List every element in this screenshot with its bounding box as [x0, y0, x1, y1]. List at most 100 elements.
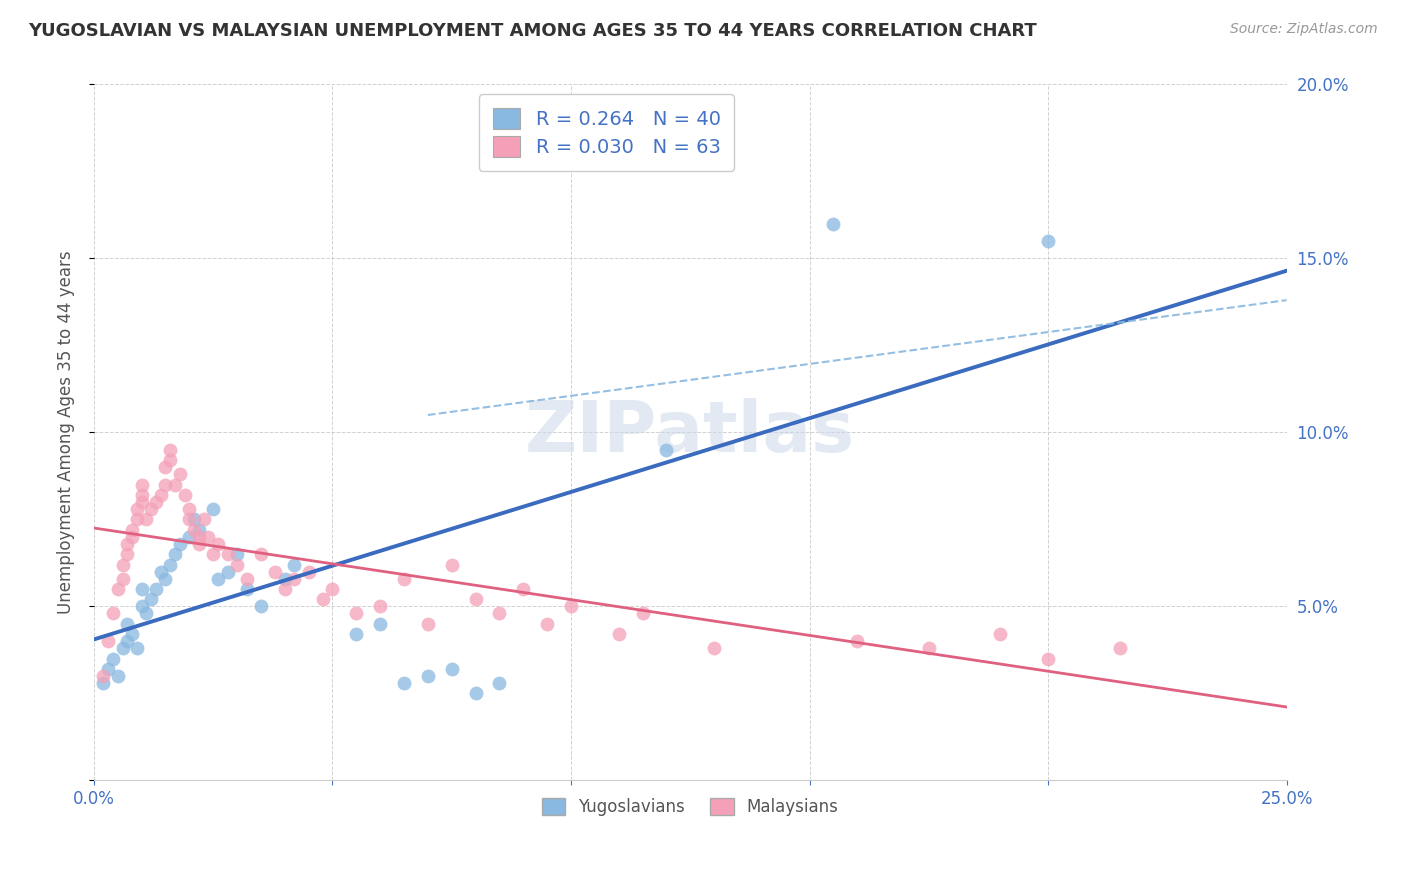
Point: [512, 582, 534, 596]
Point: [488, 607, 510, 621]
Point: [846, 634, 869, 648]
Point: [536, 616, 558, 631]
Point: [121, 523, 143, 537]
Point: [560, 599, 582, 614]
Point: [111, 641, 134, 656]
Point: [344, 627, 367, 641]
Point: [159, 558, 181, 572]
Text: Source: ZipAtlas.com: Source: ZipAtlas.com: [1230, 22, 1378, 37]
Point: [416, 616, 439, 631]
Point: [416, 669, 439, 683]
Point: [297, 565, 319, 579]
Point: [226, 547, 249, 561]
Point: [179, 530, 201, 544]
Point: [111, 572, 134, 586]
Point: [169, 467, 191, 482]
Point: [193, 512, 215, 526]
Point: [145, 582, 167, 596]
Point: [250, 599, 273, 614]
Point: [274, 582, 297, 596]
Point: [101, 607, 124, 621]
Point: [149, 565, 172, 579]
Point: [97, 662, 120, 676]
Point: [202, 502, 225, 516]
Point: [159, 442, 181, 457]
Point: [97, 634, 120, 648]
Point: [392, 572, 415, 586]
Point: [155, 477, 177, 491]
Point: [217, 547, 239, 561]
Text: ZIPatlas: ZIPatlas: [526, 398, 855, 467]
Point: [283, 572, 305, 586]
Point: [235, 582, 257, 596]
Point: [274, 572, 297, 586]
Point: [368, 599, 391, 614]
Point: [464, 686, 486, 700]
Point: [703, 641, 725, 656]
Point: [125, 512, 148, 526]
Point: [1036, 651, 1059, 665]
Point: [111, 558, 134, 572]
Point: [135, 607, 157, 621]
Point: [823, 217, 845, 231]
Point: [131, 582, 153, 596]
Point: [125, 641, 148, 656]
Point: [264, 565, 287, 579]
Point: [440, 662, 463, 676]
Point: [312, 592, 335, 607]
Point: [121, 530, 143, 544]
Point: [368, 616, 391, 631]
Point: [197, 530, 219, 544]
Point: [163, 477, 186, 491]
Point: [631, 607, 654, 621]
Point: [179, 512, 201, 526]
Point: [187, 530, 209, 544]
Point: [107, 669, 129, 683]
Point: [1108, 641, 1130, 656]
Point: [183, 512, 205, 526]
Point: [488, 676, 510, 690]
Point: [250, 547, 273, 561]
Point: [187, 537, 209, 551]
Point: [121, 627, 143, 641]
Point: [217, 565, 239, 579]
Text: YUGOSLAVIAN VS MALAYSIAN UNEMPLOYMENT AMONG AGES 35 TO 44 YEARS CORRELATION CHAR: YUGOSLAVIAN VS MALAYSIAN UNEMPLOYMENT AM…: [28, 22, 1036, 40]
Point: [163, 547, 186, 561]
Point: [1036, 234, 1059, 248]
Point: [321, 582, 343, 596]
Point: [117, 634, 139, 648]
Point: [988, 627, 1011, 641]
Point: [155, 460, 177, 475]
Point: [125, 502, 148, 516]
Point: [655, 442, 678, 457]
Point: [283, 558, 305, 572]
Point: [131, 599, 153, 614]
Y-axis label: Unemployment Among Ages 35 to 44 years: Unemployment Among Ages 35 to 44 years: [58, 251, 75, 615]
Point: [169, 537, 191, 551]
Point: [93, 669, 115, 683]
Point: [173, 488, 195, 502]
Point: [149, 488, 172, 502]
Point: [392, 676, 415, 690]
Point: [107, 582, 129, 596]
Point: [226, 558, 249, 572]
Point: [202, 547, 225, 561]
Point: [207, 537, 229, 551]
Point: [155, 572, 177, 586]
Point: [607, 627, 630, 641]
Point: [207, 572, 229, 586]
Point: [117, 547, 139, 561]
Point: [187, 523, 209, 537]
Point: [131, 477, 153, 491]
Point: [101, 651, 124, 665]
Point: [131, 488, 153, 502]
Point: [440, 558, 463, 572]
Point: [159, 453, 181, 467]
Point: [93, 676, 115, 690]
Point: [179, 502, 201, 516]
Point: [145, 495, 167, 509]
Point: [344, 607, 367, 621]
Point: [117, 616, 139, 631]
Point: [141, 502, 163, 516]
Point: [918, 641, 941, 656]
